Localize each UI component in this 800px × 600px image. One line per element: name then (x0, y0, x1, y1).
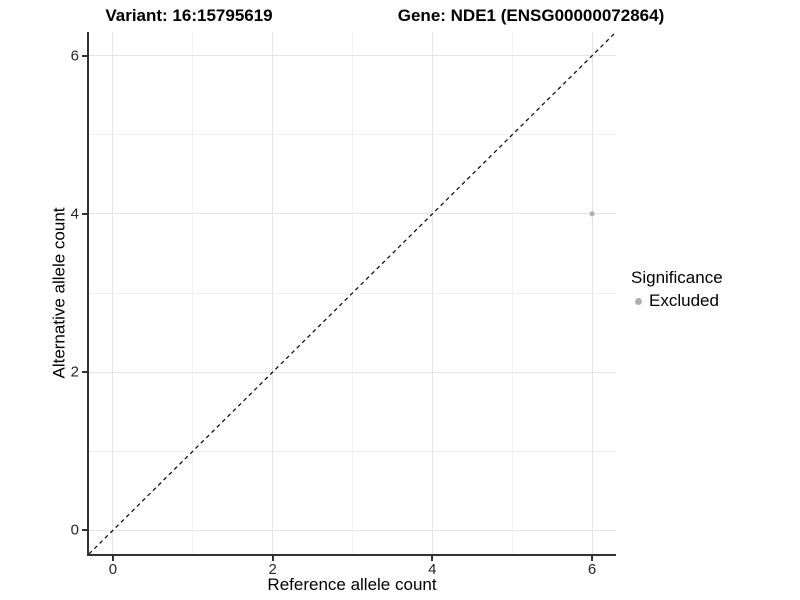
x-tick-mark (431, 556, 434, 561)
identity-dashed-line (89, 32, 616, 554)
y-axis-title: Alternative allele count (49, 207, 69, 379)
gridline-y-major (89, 371, 616, 373)
y-tick-label: 6 (70, 47, 79, 65)
y-tick-mark (82, 54, 87, 57)
excluded-point-icon (635, 297, 642, 305)
plot-title-gene: Gene: NDE1 (ENSG00000072864) (397, 6, 665, 25)
y-tick-mark (82, 212, 87, 215)
x-tick-label: 6 (587, 561, 597, 578)
data-point (589, 211, 595, 217)
gridline-y-minor (89, 450, 616, 452)
panel-grid-area (89, 32, 616, 554)
y-tick-label: 2 (70, 363, 79, 381)
legend: Significance Excluded (631, 267, 723, 311)
plot-panel (87, 32, 616, 556)
gridline-x-major (431, 32, 433, 554)
gridline-y-major (89, 529, 616, 531)
y-tick-label: 0 (70, 521, 79, 539)
gridline-y-major (89, 55, 616, 57)
x-tick-mark (111, 556, 114, 561)
x-tick-mark (271, 556, 274, 561)
x-tick-label: 2 (268, 561, 277, 578)
gridline-y-major (89, 213, 616, 215)
legend-title: Significance (631, 268, 723, 287)
y-tick-label: 4 (70, 205, 79, 223)
y-tick-mark (82, 529, 87, 532)
x-tick-mark (591, 556, 594, 561)
gridline-x-major (112, 32, 114, 554)
gridline-x-major (591, 32, 593, 554)
x-axis-title: Reference allele count (267, 575, 437, 594)
plot-layer (89, 32, 616, 554)
y-tick-mark (82, 371, 87, 374)
legend-item-excluded: Excluded (631, 290, 723, 311)
plot-title-variant: Variant: 16:15795619 (105, 6, 273, 25)
x-tick-label: 4 (428, 561, 437, 578)
x-tick-label: 0 (108, 561, 118, 578)
legend-item-label: Excluded (649, 290, 719, 310)
gridline-x-major (272, 32, 274, 554)
gridline-y-minor (89, 134, 616, 136)
